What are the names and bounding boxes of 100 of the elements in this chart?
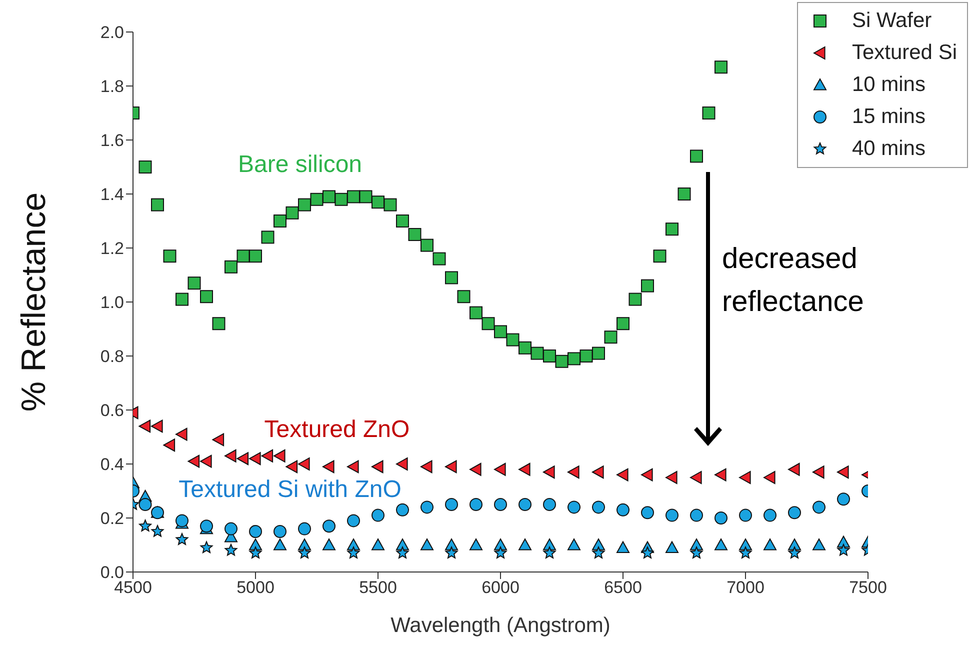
y-tick-label: 1.8 bbox=[100, 77, 124, 96]
legend-label: 40 mins bbox=[852, 137, 926, 161]
point bbox=[543, 350, 556, 362]
point bbox=[408, 228, 422, 241]
point bbox=[666, 508, 678, 522]
point bbox=[788, 546, 801, 558]
annotation: Textured Si with ZnO bbox=[178, 476, 402, 504]
point bbox=[616, 317, 630, 330]
point bbox=[714, 512, 728, 524]
point bbox=[445, 546, 458, 558]
point bbox=[445, 498, 458, 511]
x-tick-label: 7500 bbox=[849, 578, 887, 598]
point bbox=[494, 498, 507, 511]
point bbox=[310, 192, 324, 206]
point bbox=[812, 538, 826, 550]
x-tick-label: 5000 bbox=[236, 578, 274, 598]
point bbox=[432, 252, 446, 266]
point bbox=[788, 462, 800, 476]
point bbox=[580, 350, 593, 362]
legend-label: Textured Si bbox=[852, 41, 957, 65]
point bbox=[666, 222, 678, 236]
y-tick-label: 1.2 bbox=[100, 239, 124, 258]
point bbox=[274, 538, 286, 550]
point bbox=[837, 536, 850, 548]
y-tick-label: 0.2 bbox=[100, 509, 124, 528]
point bbox=[396, 458, 408, 470]
point bbox=[224, 449, 236, 462]
point bbox=[568, 466, 580, 479]
point bbox=[322, 520, 336, 533]
point bbox=[764, 538, 776, 550]
point bbox=[176, 428, 188, 441]
point bbox=[163, 438, 176, 452]
point bbox=[188, 454, 200, 468]
point bbox=[714, 60, 728, 74]
point bbox=[188, 276, 201, 290]
point bbox=[298, 198, 311, 212]
point bbox=[518, 462, 530, 476]
point bbox=[494, 325, 507, 338]
point bbox=[690, 508, 703, 522]
point bbox=[714, 468, 726, 482]
point bbox=[298, 458, 310, 470]
point bbox=[518, 538, 532, 550]
point bbox=[274, 525, 286, 538]
point bbox=[176, 292, 188, 306]
x-tick-label: 5500 bbox=[359, 578, 397, 598]
point bbox=[518, 341, 532, 354]
point bbox=[200, 454, 212, 468]
point bbox=[628, 292, 642, 306]
point bbox=[739, 546, 752, 558]
point bbox=[641, 468, 653, 482]
point bbox=[690, 150, 703, 163]
point bbox=[739, 508, 752, 522]
point bbox=[420, 500, 434, 514]
point bbox=[322, 538, 336, 550]
point bbox=[604, 330, 618, 344]
point bbox=[249, 525, 262, 538]
point bbox=[592, 466, 604, 479]
point bbox=[812, 466, 824, 479]
point bbox=[261, 230, 274, 244]
point bbox=[420, 238, 434, 252]
point bbox=[347, 190, 360, 204]
point bbox=[139, 520, 152, 532]
y-tick-label: 0.6 bbox=[100, 401, 124, 420]
legend-label: 10 mins bbox=[852, 73, 926, 97]
point bbox=[568, 538, 580, 550]
point bbox=[347, 546, 360, 558]
point bbox=[212, 317, 226, 330]
point bbox=[530, 346, 544, 360]
point bbox=[506, 333, 520, 346]
point bbox=[372, 538, 384, 550]
point bbox=[494, 546, 507, 558]
y-axis-title: % Reflectance bbox=[15, 192, 54, 412]
point bbox=[163, 250, 176, 263]
point bbox=[138, 160, 152, 174]
point bbox=[298, 546, 311, 558]
point bbox=[420, 460, 432, 474]
point bbox=[690, 546, 703, 558]
point bbox=[641, 279, 654, 292]
y-tick-label: 0.8 bbox=[100, 347, 124, 366]
point bbox=[384, 198, 397, 212]
point bbox=[249, 250, 262, 263]
point bbox=[176, 533, 188, 545]
y-tick-label: 0.4 bbox=[100, 455, 124, 474]
point bbox=[653, 250, 666, 263]
point bbox=[666, 541, 678, 553]
x-tick-label: 6500 bbox=[604, 578, 642, 598]
point bbox=[678, 188, 691, 200]
annotation: Textured ZnO bbox=[264, 416, 410, 444]
point bbox=[334, 192, 348, 206]
point bbox=[445, 460, 457, 474]
point bbox=[286, 460, 298, 474]
point bbox=[641, 506, 654, 520]
point bbox=[690, 471, 702, 484]
point bbox=[372, 196, 384, 209]
point bbox=[224, 544, 238, 556]
point bbox=[764, 508, 776, 522]
point bbox=[200, 290, 213, 304]
point bbox=[274, 214, 286, 228]
annotation: decreased reflectance bbox=[722, 242, 865, 320]
point bbox=[420, 538, 434, 550]
